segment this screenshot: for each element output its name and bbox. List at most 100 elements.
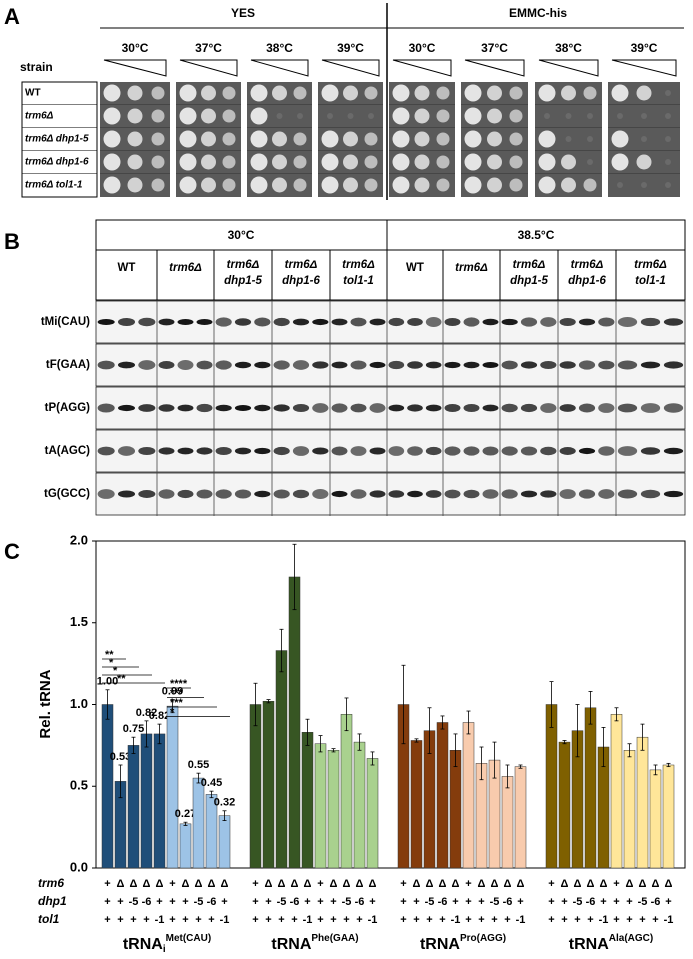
colony-spot <box>665 90 671 96</box>
group-label-main: tRNA <box>569 936 609 953</box>
genotype-symbol: + <box>369 896 375 908</box>
colony-spot <box>587 159 593 165</box>
colony-spot <box>201 108 216 124</box>
genotype-symbol: + <box>252 914 258 926</box>
strain-label: WT <box>25 88 41 99</box>
blot-band <box>158 489 175 499</box>
blot-band <box>177 447 194 455</box>
blot-band <box>292 360 310 370</box>
genotype-symbol: + <box>517 896 523 908</box>
strain-label: trm6Δ <box>571 259 604 271</box>
blot-band <box>215 446 232 456</box>
blot-band <box>501 489 518 499</box>
bar <box>218 815 231 869</box>
blot-band <box>559 447 576 455</box>
bar <box>545 704 558 869</box>
blot-band <box>312 361 329 369</box>
value-label: 0.82 <box>149 710 170 722</box>
bar <box>262 700 275 869</box>
blot-band <box>482 361 499 369</box>
colony-spot <box>250 107 268 125</box>
colony-spot <box>487 108 502 124</box>
bar <box>166 705 179 869</box>
significance-label: **** <box>170 678 188 690</box>
colony-spot <box>436 178 450 192</box>
blot-band <box>196 447 213 455</box>
blot-band <box>407 446 423 456</box>
colony-spot <box>665 113 671 119</box>
strain-label: trm6Δ <box>227 259 260 271</box>
blot-band <box>369 318 386 326</box>
colony-spot <box>293 178 307 192</box>
colony-spot <box>565 113 572 119</box>
blot-band <box>540 446 557 456</box>
genotype-symbol: + <box>400 914 406 926</box>
strain-label: trm6Δ <box>169 262 202 274</box>
colony-spot <box>392 107 410 125</box>
genotype-symbol: Δ <box>278 878 286 890</box>
dilution-triangle <box>611 59 677 77</box>
value-label: 0.53 <box>110 751 131 763</box>
colony-spot <box>392 130 410 148</box>
blot-band <box>234 489 252 499</box>
blot-band <box>598 446 615 456</box>
group-label-main: tRNA <box>271 936 311 953</box>
colony-spot <box>414 177 430 193</box>
blot-band <box>444 361 461 369</box>
blot-band <box>559 489 576 499</box>
blot-band <box>273 404 290 412</box>
dilution-triangle <box>464 59 525 77</box>
blot-band <box>501 360 518 370</box>
blot-band <box>138 404 156 412</box>
colony-spot <box>127 108 143 124</box>
colony-spot <box>414 108 430 124</box>
blot-band <box>640 317 661 327</box>
value-label: 0.27 <box>175 808 196 820</box>
blot-band <box>559 361 576 369</box>
blot-band <box>312 318 329 326</box>
colony-spot <box>487 131 502 147</box>
colony-spot <box>641 136 647 142</box>
genotype-symbol: Δ <box>478 878 486 890</box>
blot-band <box>138 446 156 456</box>
blot-band <box>369 403 386 413</box>
genotype-symbol: + <box>104 896 110 908</box>
group-label: tRNAAla(AGC) <box>569 933 653 954</box>
colony-spot <box>538 153 556 171</box>
colony-spot <box>103 176 121 194</box>
genotype-symbol: + <box>291 914 297 926</box>
dilution-triangle <box>538 59 599 77</box>
colony-spot <box>436 155 450 169</box>
colony-spot <box>293 132 307 146</box>
genotype-symbol: + <box>143 914 149 926</box>
colony-spot <box>222 86 236 100</box>
genotype-symbol: Δ <box>182 878 190 890</box>
blot-band <box>663 447 684 455</box>
genotype-symbol: -6 <box>290 896 300 908</box>
genotype-symbol: + <box>613 878 619 890</box>
colony-spot <box>103 84 121 102</box>
temperature-label: 38°C <box>555 41 582 55</box>
genotype-name: trm6 <box>38 876 64 890</box>
genotype-symbol: + <box>169 914 175 926</box>
genotype-symbol: + <box>343 914 349 926</box>
genotype-symbol: + <box>465 878 471 890</box>
value-label: 0.32 <box>214 797 235 809</box>
blot-band <box>97 319 115 325</box>
blot-band <box>350 489 367 499</box>
blot-band <box>425 446 442 456</box>
genotype-symbol: -6 <box>651 896 661 908</box>
genotype-symbol: -5 <box>277 896 287 908</box>
colony-spot <box>179 130 197 148</box>
colony-spot <box>583 178 597 192</box>
bar <box>179 823 192 869</box>
blot-band <box>292 318 310 326</box>
genotype-symbol: + <box>465 914 471 926</box>
genotype-symbol: + <box>356 914 362 926</box>
dilution-triangle <box>392 59 452 77</box>
blot-band <box>540 317 557 327</box>
blot-band <box>640 403 661 413</box>
colony-spot <box>464 84 482 102</box>
colony-spot <box>151 178 165 192</box>
